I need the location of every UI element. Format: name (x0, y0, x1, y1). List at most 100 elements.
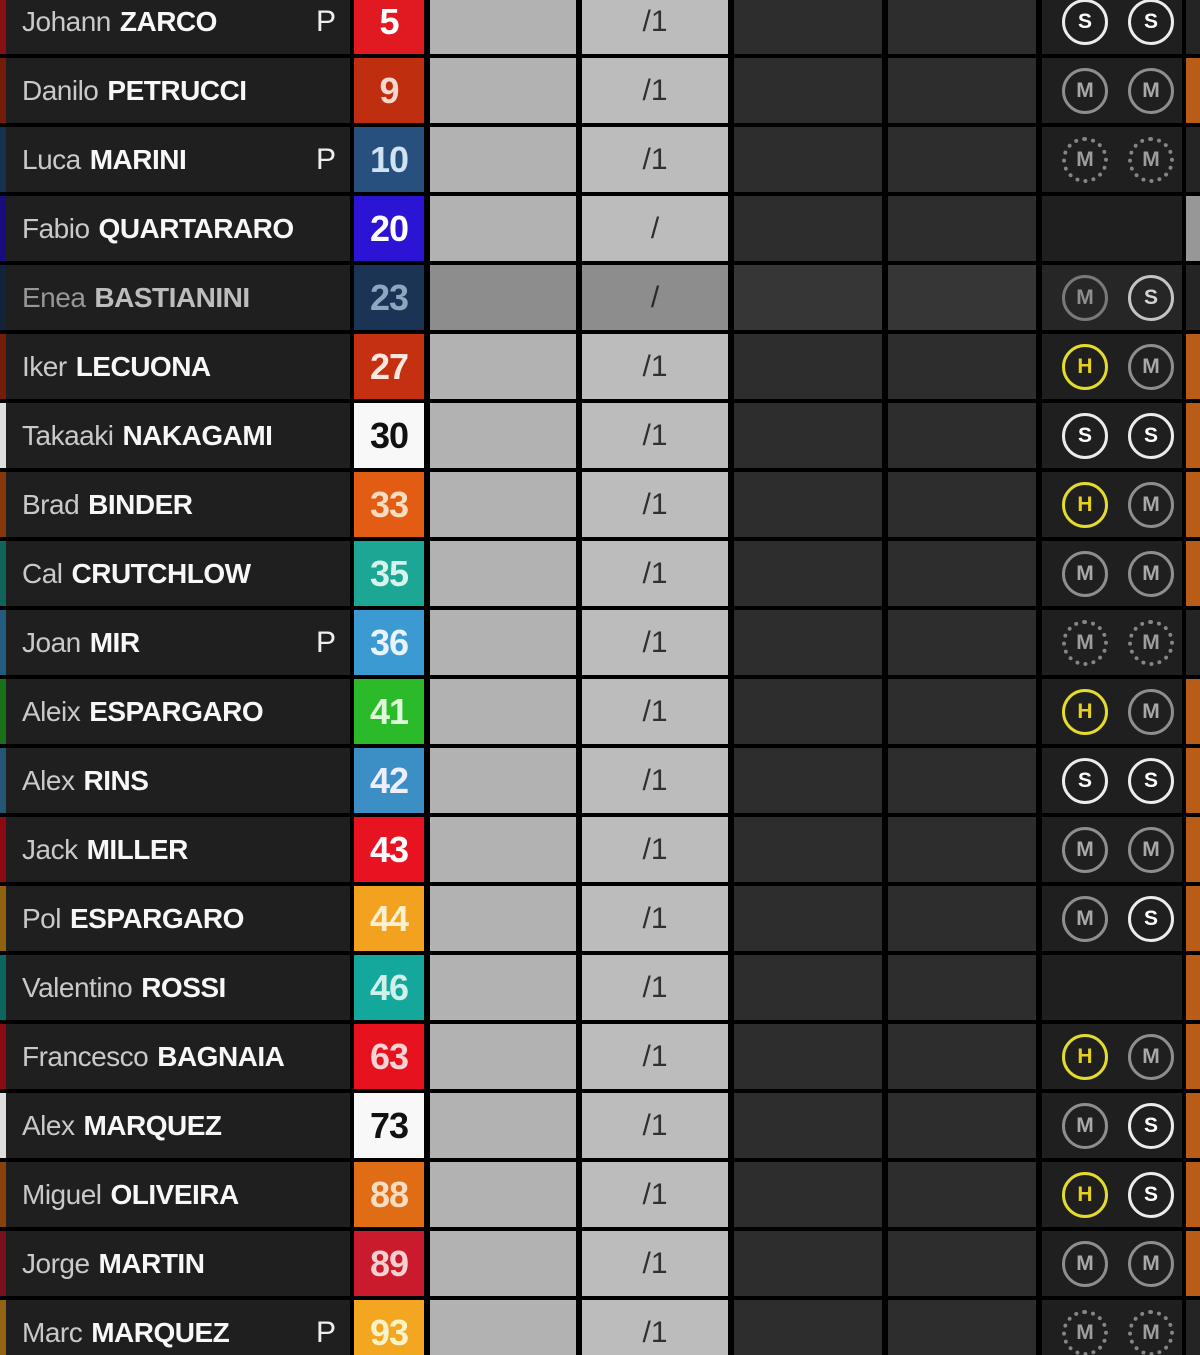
rider-first-name: Cal (22, 557, 63, 589)
rider-row[interactable]: Pol ESPARGARO 44/1 M S (0, 886, 1200, 951)
rider-first-name: Takaaki (22, 419, 114, 451)
rider-last-name: RINS (83, 764, 149, 796)
rider-last-name: ESPARGARO (89, 695, 264, 727)
edge-status-marker (1186, 1024, 1200, 1089)
team-color-strip (0, 0, 6, 54)
rider-row[interactable]: Danilo PETRUCCI 9/1 M M (0, 58, 1200, 123)
rider-first-name: Aleix (22, 695, 81, 727)
front-tire-icon: M (1062, 619, 1108, 666)
rider-row[interactable]: Luca MARINI P 10/1 M M (0, 127, 1200, 192)
rider-first-name: Joan (22, 626, 81, 658)
rider-name: Miguel OLIVEIRA (0, 1179, 239, 1211)
rear-tire-icon: M (1128, 619, 1174, 666)
edge-status-marker (1186, 541, 1200, 606)
rider-row[interactable]: Valentino ROSSI 46/1 (0, 955, 1200, 1020)
front-tire-icon: M (1062, 67, 1108, 114)
laptime-cell (430, 886, 576, 951)
team-color-strip (0, 1300, 6, 1355)
sector-cell-1 (734, 541, 882, 606)
lap-counter-cell: /1 (582, 1162, 728, 1227)
sector-cell-1 (734, 334, 882, 399)
rider-number: 89 (354, 1231, 424, 1296)
sector-cell-1 (734, 196, 882, 261)
sector-cell-2 (888, 58, 1036, 123)
lap-counter-cell: /1 (582, 0, 728, 54)
rider-number: 36 (354, 610, 424, 675)
sector-cell-2 (888, 817, 1036, 882)
edge-status-marker (1186, 1300, 1200, 1355)
sector-cell-1 (734, 955, 882, 1020)
front-tire-icon: M (1062, 1309, 1108, 1355)
rider-row[interactable]: Joan MIR P 36/1 M M (0, 610, 1200, 675)
sector-cell-1 (734, 127, 882, 192)
rider-number: 63 (354, 1024, 424, 1089)
laptime-cell (430, 1300, 576, 1355)
team-color-strip (0, 817, 6, 882)
front-tire-icon: H (1062, 1033, 1108, 1080)
laptime-cell (430, 541, 576, 606)
edge-status-marker (1186, 748, 1200, 813)
rider-last-name: MARQUEZ (83, 1109, 222, 1141)
rider-row[interactable]: Enea BASTIANINI 23 / M S (0, 265, 1200, 330)
rider-row[interactable]: Johann ZARCO P 5/1 S S (0, 0, 1200, 54)
rider-row[interactable]: Iker LECUONA 27/1 H M (0, 334, 1200, 399)
sector-cell-2 (888, 403, 1036, 468)
rider-number: 20 (354, 196, 424, 261)
front-tire-icon: H (1062, 688, 1108, 735)
tire-cell (1042, 196, 1182, 261)
lap-counter-cell: /1 (582, 1024, 728, 1089)
rear-tire-icon: M (1128, 1309, 1174, 1355)
rider-name: Cal CRUTCHLOW (0, 558, 251, 590)
rider-number: 35 (354, 541, 424, 606)
rider-name-cell: Jack MILLER (0, 817, 350, 882)
rider-name-cell: Joan MIR P (0, 610, 350, 675)
rider-number: 43 (354, 817, 424, 882)
rider-first-name: Alex (22, 1109, 75, 1141)
rider-first-name: Iker (22, 350, 67, 382)
laptime-cell (430, 817, 576, 882)
rider-name-cell: Miguel OLIVEIRA (0, 1162, 350, 1227)
lap-counter-cell: /1 (582, 610, 728, 675)
edge-status-marker (1186, 1093, 1200, 1158)
lap-counter-cell: /1 (582, 541, 728, 606)
rider-name: Fabio QUARTARARO (0, 213, 294, 245)
rider-first-name: Luca (22, 143, 81, 175)
sector-cell-2 (888, 610, 1036, 675)
rider-name: Alex MARQUEZ (0, 1110, 222, 1142)
rider-row[interactable]: Alex RINS 42/1 S S (0, 748, 1200, 813)
rider-row[interactable]: Fabio QUARTARARO 20 / (0, 196, 1200, 261)
rear-tire-icon: S (1128, 412, 1174, 459)
rider-name-cell: Francesco BAGNAIA (0, 1024, 350, 1089)
rider-row[interactable]: Cal CRUTCHLOW 35/1 M M (0, 541, 1200, 606)
sector-cell-1 (734, 1093, 882, 1158)
rider-row[interactable]: Marc MARQUEZ P 93/1 M M (0, 1300, 1200, 1355)
rider-row[interactable]: Aleix ESPARGARO 41/1 H M (0, 679, 1200, 744)
edge-status-marker (1186, 0, 1200, 54)
laptime-cell (430, 472, 576, 537)
rider-last-name: QUARTARARO (98, 212, 295, 244)
laptime-cell (430, 265, 576, 330)
rider-row[interactable]: Brad BINDER 33/1 H M (0, 472, 1200, 537)
rider-number: 30 (354, 403, 424, 468)
rider-name-cell: Pol ESPARGARO (0, 886, 350, 951)
pit-indicator: P (315, 4, 336, 38)
team-color-strip (0, 955, 6, 1020)
rider-row[interactable]: Francesco BAGNAIA 63/1 H M (0, 1024, 1200, 1089)
rider-first-name: Marc (22, 1316, 83, 1348)
lap-counter-cell: /1 (582, 472, 728, 537)
rider-name: Jack MILLER (0, 834, 188, 866)
rider-row[interactable]: Jack MILLER 43/1 M M (0, 817, 1200, 882)
rider-row[interactable]: Miguel OLIVEIRA 88/1 H S (0, 1162, 1200, 1227)
rider-number: 73 (354, 1093, 424, 1158)
rider-row[interactable]: Jorge MARTIN 89/1 M M (0, 1231, 1200, 1296)
rider-row[interactable]: Takaaki NAKAGAMI 30/1 S S (0, 403, 1200, 468)
team-color-strip (0, 886, 6, 951)
sector-cell-1 (734, 472, 882, 537)
sector-cell-2 (888, 886, 1036, 951)
rider-row[interactable]: Alex MARQUEZ 73/1 M S (0, 1093, 1200, 1158)
rider-name: Danilo PETRUCCI (0, 75, 247, 107)
